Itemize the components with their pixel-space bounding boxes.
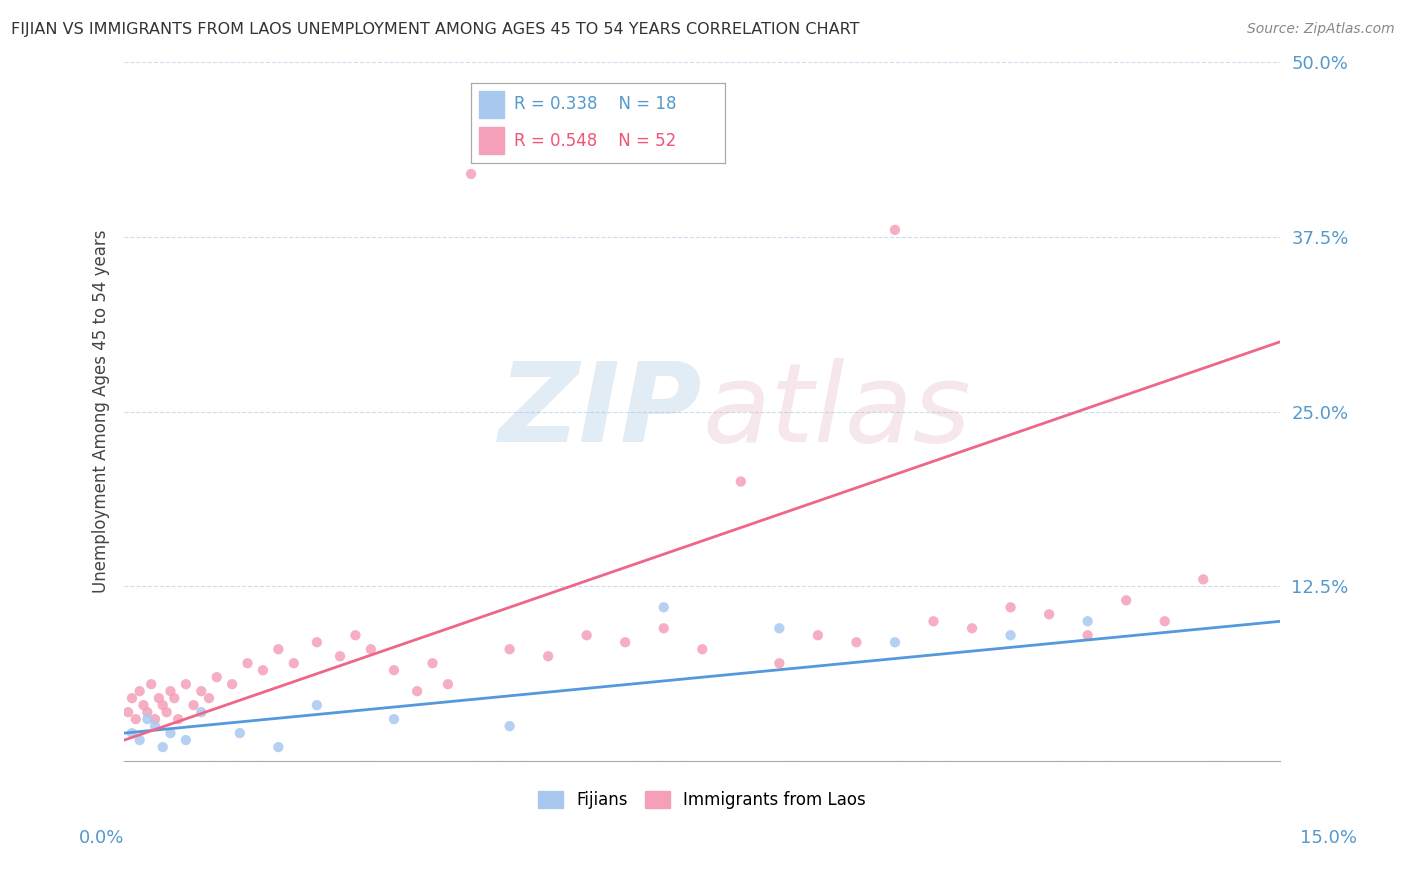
Text: ZIP: ZIP	[499, 358, 702, 465]
Point	[305, 698, 328, 713]
Point	[121, 726, 143, 740]
Point	[190, 705, 212, 719]
Point	[143, 712, 166, 726]
Point	[768, 621, 790, 635]
Point	[460, 167, 482, 181]
Point	[136, 712, 159, 726]
Point	[922, 615, 945, 629]
Point	[884, 223, 907, 237]
Point	[128, 733, 150, 747]
Text: atlas: atlas	[702, 358, 972, 465]
Point	[267, 740, 290, 755]
Y-axis label: Unemployment Among Ages 45 to 54 years: Unemployment Among Ages 45 to 54 years	[93, 230, 110, 593]
Point	[360, 642, 382, 657]
Point	[252, 663, 274, 677]
Point	[152, 740, 174, 755]
Point	[575, 628, 598, 642]
Text: 0.0%: 0.0%	[79, 829, 124, 847]
Point	[690, 642, 713, 657]
Text: Source: ZipAtlas.com: Source: ZipAtlas.com	[1247, 22, 1395, 37]
Point	[128, 684, 150, 698]
Point	[807, 628, 830, 642]
Text: 15.0%: 15.0%	[1301, 829, 1357, 847]
Point	[1000, 628, 1022, 642]
Point	[614, 635, 637, 649]
Point	[125, 712, 148, 726]
Point	[283, 657, 305, 671]
Legend: Fijians, Immigrants from Laos: Fijians, Immigrants from Laos	[531, 784, 873, 815]
Point	[221, 677, 243, 691]
Point	[498, 719, 520, 733]
Point	[174, 733, 197, 747]
Point	[1192, 572, 1215, 586]
Point	[437, 677, 460, 691]
Point	[148, 691, 170, 706]
Point	[136, 705, 159, 719]
Point	[406, 684, 429, 698]
Point	[267, 642, 290, 657]
Point	[236, 657, 259, 671]
Point	[422, 657, 444, 671]
Point	[1115, 593, 1137, 607]
Point	[884, 635, 907, 649]
Point	[845, 635, 868, 649]
Point	[141, 677, 163, 691]
Point	[382, 663, 405, 677]
Point	[652, 621, 675, 635]
Point	[1153, 615, 1175, 629]
Point	[117, 705, 139, 719]
Point	[960, 621, 983, 635]
Point	[159, 726, 181, 740]
Point	[344, 628, 367, 642]
Point	[143, 719, 166, 733]
Point	[167, 712, 190, 726]
Point	[382, 712, 405, 726]
Point	[1000, 600, 1022, 615]
Point	[183, 698, 205, 713]
Point	[174, 677, 197, 691]
Point	[205, 670, 228, 684]
Point	[155, 705, 177, 719]
Point	[121, 691, 143, 706]
Point	[1038, 607, 1060, 622]
Point	[498, 642, 520, 657]
Point	[652, 600, 675, 615]
Point	[1077, 615, 1099, 629]
Point	[730, 475, 752, 489]
Text: FIJIAN VS IMMIGRANTS FROM LAOS UNEMPLOYMENT AMONG AGES 45 TO 54 YEARS CORRELATIO: FIJIAN VS IMMIGRANTS FROM LAOS UNEMPLOYM…	[11, 22, 859, 37]
Point	[1077, 628, 1099, 642]
Point	[329, 649, 352, 664]
Point	[537, 649, 560, 664]
Point	[768, 657, 790, 671]
Point	[198, 691, 221, 706]
Point	[190, 684, 212, 698]
Point	[152, 698, 174, 713]
Point	[163, 691, 186, 706]
Point	[229, 726, 252, 740]
Point	[159, 684, 181, 698]
Point	[132, 698, 155, 713]
Point	[305, 635, 328, 649]
